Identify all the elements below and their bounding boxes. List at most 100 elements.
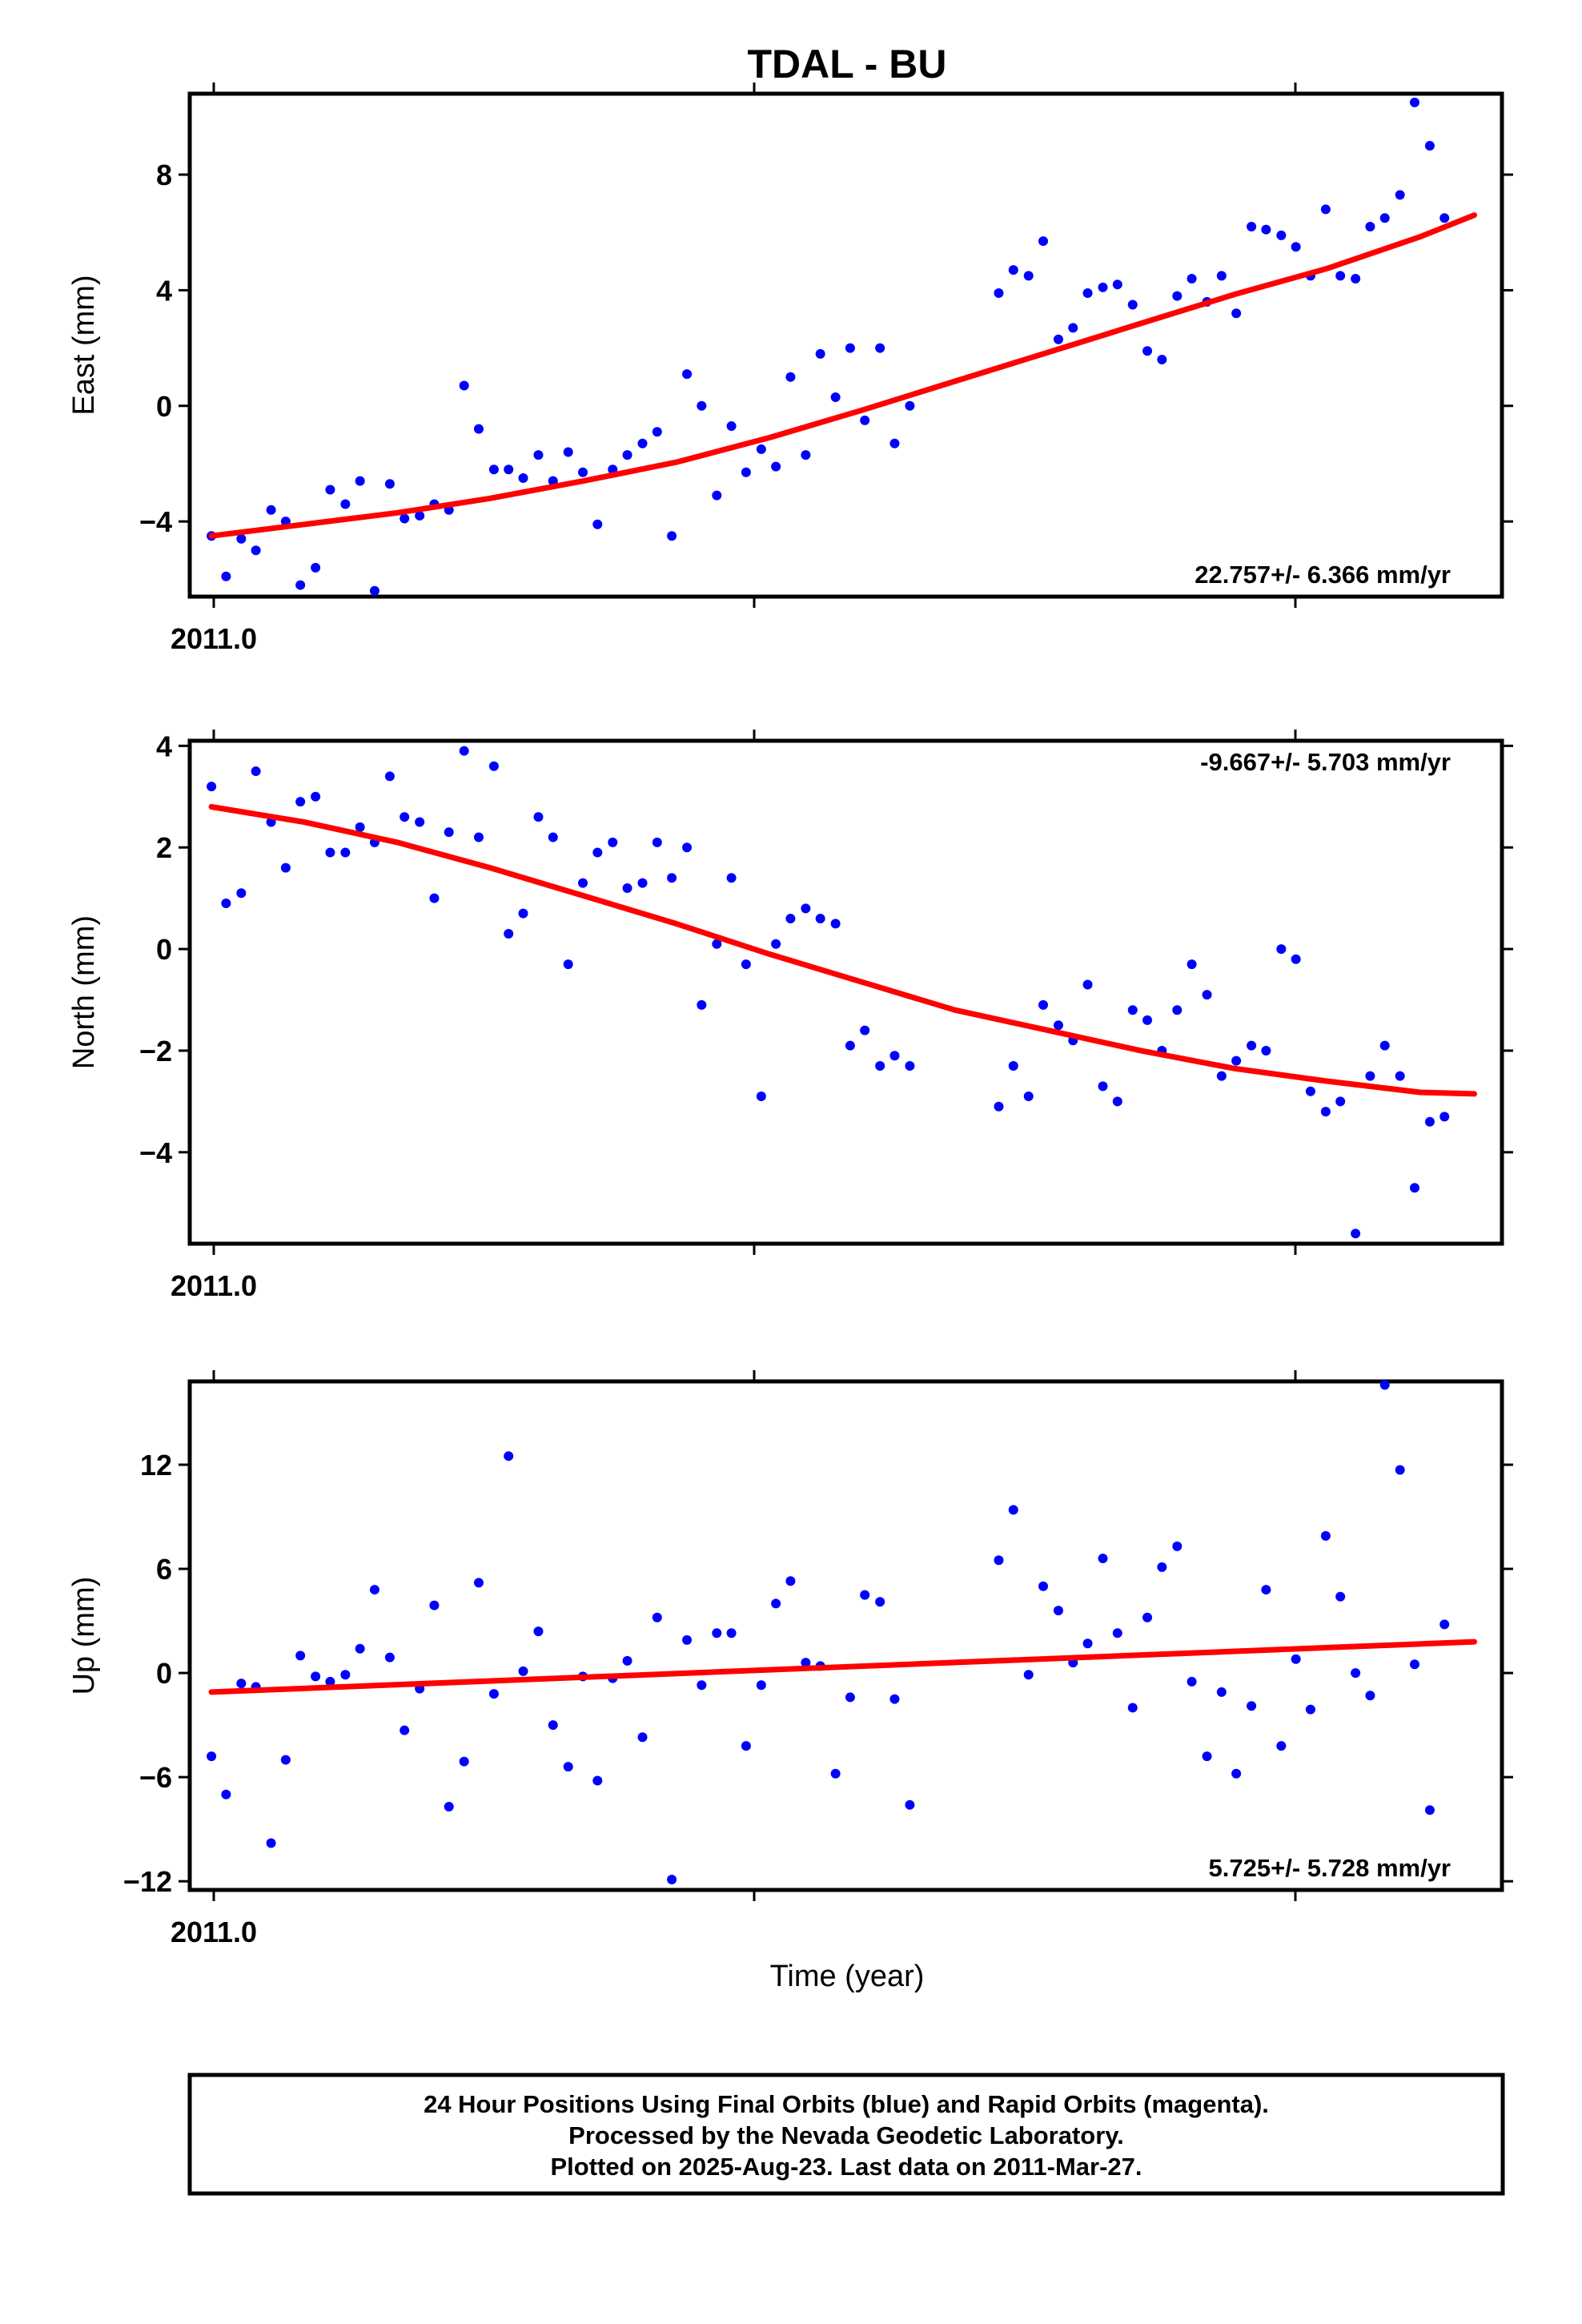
data-point <box>860 415 870 425</box>
data-point <box>221 571 231 581</box>
data-point <box>1231 308 1242 319</box>
data-point <box>311 791 321 802</box>
data-point <box>756 1092 766 1102</box>
data-point <box>1186 273 1197 283</box>
data-point <box>771 1598 781 1609</box>
data-point <box>741 1741 751 1751</box>
data-point <box>682 369 693 380</box>
data-point <box>994 1101 1004 1112</box>
data-point <box>889 1051 900 1061</box>
data-point <box>889 1694 900 1704</box>
data-point <box>875 343 885 353</box>
panel-frame <box>187 91 1504 599</box>
data-point <box>1082 1638 1093 1649</box>
data-point <box>1395 1071 1405 1081</box>
data-point <box>652 427 662 437</box>
data-point <box>207 782 217 792</box>
data-point <box>830 1768 841 1779</box>
data-point <box>1172 291 1182 301</box>
data-point <box>1038 999 1049 1010</box>
data-point <box>771 461 781 472</box>
data-point <box>697 1680 707 1691</box>
data-point <box>340 847 351 858</box>
data-point <box>384 771 395 782</box>
data-point <box>266 1838 276 1848</box>
data-point <box>504 1451 514 1462</box>
data-point <box>1365 1691 1375 1701</box>
data-point <box>251 766 261 777</box>
data-point <box>1261 1045 1271 1055</box>
data-point <box>1335 1096 1346 1107</box>
data-point <box>429 1600 440 1610</box>
data-point <box>1112 279 1122 290</box>
data-point <box>236 888 247 899</box>
data-point <box>592 847 603 858</box>
y-tick-label: 4 <box>156 730 172 762</box>
data-point <box>473 832 484 842</box>
data-point <box>815 348 825 359</box>
data-point <box>1424 1805 1435 1815</box>
data-point <box>845 343 855 353</box>
footer-box: 24 Hour Positions Using Final Orbits (bl… <box>187 2073 1505 2196</box>
data-point <box>622 1655 632 1666</box>
data-point <box>1112 1096 1122 1107</box>
data-point <box>295 1651 306 1661</box>
data-point <box>1439 1619 1450 1630</box>
data-point <box>667 531 677 541</box>
data-point <box>355 822 365 832</box>
data-point <box>518 1666 528 1676</box>
data-point <box>1320 1107 1331 1117</box>
data-point <box>444 1801 454 1811</box>
data-point <box>1395 1465 1405 1475</box>
data-point <box>622 450 632 460</box>
data-point <box>400 513 410 524</box>
x-tick-label: 2011.0 <box>171 1916 257 1948</box>
data-point <box>741 959 751 970</box>
data-point <box>295 797 306 807</box>
data-point <box>563 1762 573 1772</box>
data-point <box>488 464 499 475</box>
data-point <box>415 817 425 827</box>
data-point <box>488 1689 499 1699</box>
data-point <box>1320 1530 1331 1541</box>
data-point <box>1351 1228 1361 1239</box>
data-point <box>1053 1020 1063 1031</box>
data-point <box>1291 242 1301 252</box>
x-axis-label: Time (year) <box>770 1960 925 1993</box>
data-point <box>830 919 841 929</box>
data-point <box>473 424 484 434</box>
y-tick-label: 2 <box>156 831 172 864</box>
x-tick-label: 2011.0 <box>171 622 257 655</box>
y-tick-label: −4 <box>139 505 172 538</box>
data-point <box>369 1585 379 1595</box>
y-tick-label: 0 <box>156 1657 172 1690</box>
data-point <box>860 1590 870 1600</box>
data-point <box>1351 1668 1361 1679</box>
data-point <box>384 1652 395 1663</box>
data-point <box>548 832 558 842</box>
panel-3: −12 −6 0 6 12 2011.0 Up (mm) 5.725+/- 5.728 mm/… <box>67 1370 1513 1948</box>
data-point <box>548 1720 558 1731</box>
data-point <box>667 873 677 883</box>
rate-annotation: -9.667+/- 5.703 mm/yr <box>1200 748 1451 776</box>
data-point <box>1320 204 1331 215</box>
data-point <box>1053 334 1063 344</box>
data-point <box>845 1040 855 1051</box>
data-point <box>1261 1585 1271 1595</box>
data-point <box>1082 979 1093 990</box>
data-point <box>221 898 231 908</box>
data-point <box>400 1725 410 1735</box>
data-point <box>563 447 573 457</box>
data-point <box>355 476 365 486</box>
data-point <box>1186 959 1197 970</box>
data-point <box>1276 1741 1287 1751</box>
data-point <box>1424 140 1435 151</box>
y-tick-label: −2 <box>139 1035 172 1068</box>
data-point <box>652 837 662 847</box>
data-point <box>1127 1703 1138 1713</box>
data-point <box>384 479 395 489</box>
data-point <box>1068 323 1078 333</box>
chart-title: TDAL - BU <box>747 42 946 86</box>
data-point <box>1038 236 1049 247</box>
